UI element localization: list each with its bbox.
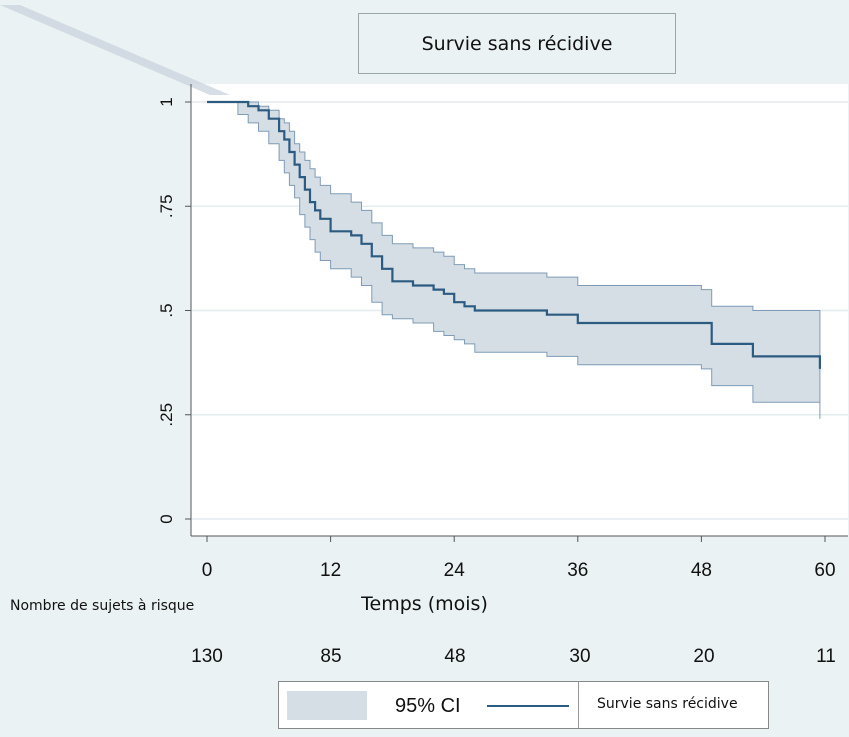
legend-ci-swatch xyxy=(287,691,367,720)
legend-survival-label: Survie sans récidive xyxy=(597,696,738,712)
y-tick-label: 1 xyxy=(157,97,176,106)
legend-line-swatch xyxy=(487,705,569,707)
legend-ci-label: 95% CI xyxy=(395,695,461,717)
risk-value: 20 xyxy=(693,646,715,667)
km-survival-line xyxy=(207,100,821,369)
x-tick-label: 36 xyxy=(567,560,588,581)
legend-divider xyxy=(578,682,579,728)
y-tick-label: .5 xyxy=(157,303,176,317)
x-tick-label: 48 xyxy=(691,560,712,581)
x-axis-label: Temps (mois) xyxy=(361,593,488,615)
risk-value: 85 xyxy=(320,646,342,667)
corner-artifact xyxy=(0,5,230,95)
y-tick-label: .25 xyxy=(157,403,176,427)
risk-value: 130 xyxy=(191,646,223,667)
y-tick-label: .75 xyxy=(157,194,176,218)
risk-table-label: Nombre de sujets à risque xyxy=(10,598,195,614)
risk-value: 11 xyxy=(816,646,836,667)
x-tick-label: 60 xyxy=(814,560,835,581)
ci-band xyxy=(207,101,821,419)
chart-title: Survie sans récidive xyxy=(358,13,676,74)
x-tick-label: 12 xyxy=(320,560,341,581)
x-tick-label: 0 xyxy=(202,560,213,581)
y-tick-label: 0 xyxy=(157,514,176,523)
risk-value: 30 xyxy=(569,646,591,667)
x-tick-label: 24 xyxy=(444,560,466,581)
risk-value: 48 xyxy=(444,646,466,667)
legend: 95% CI Survie sans récidive xyxy=(278,681,769,729)
